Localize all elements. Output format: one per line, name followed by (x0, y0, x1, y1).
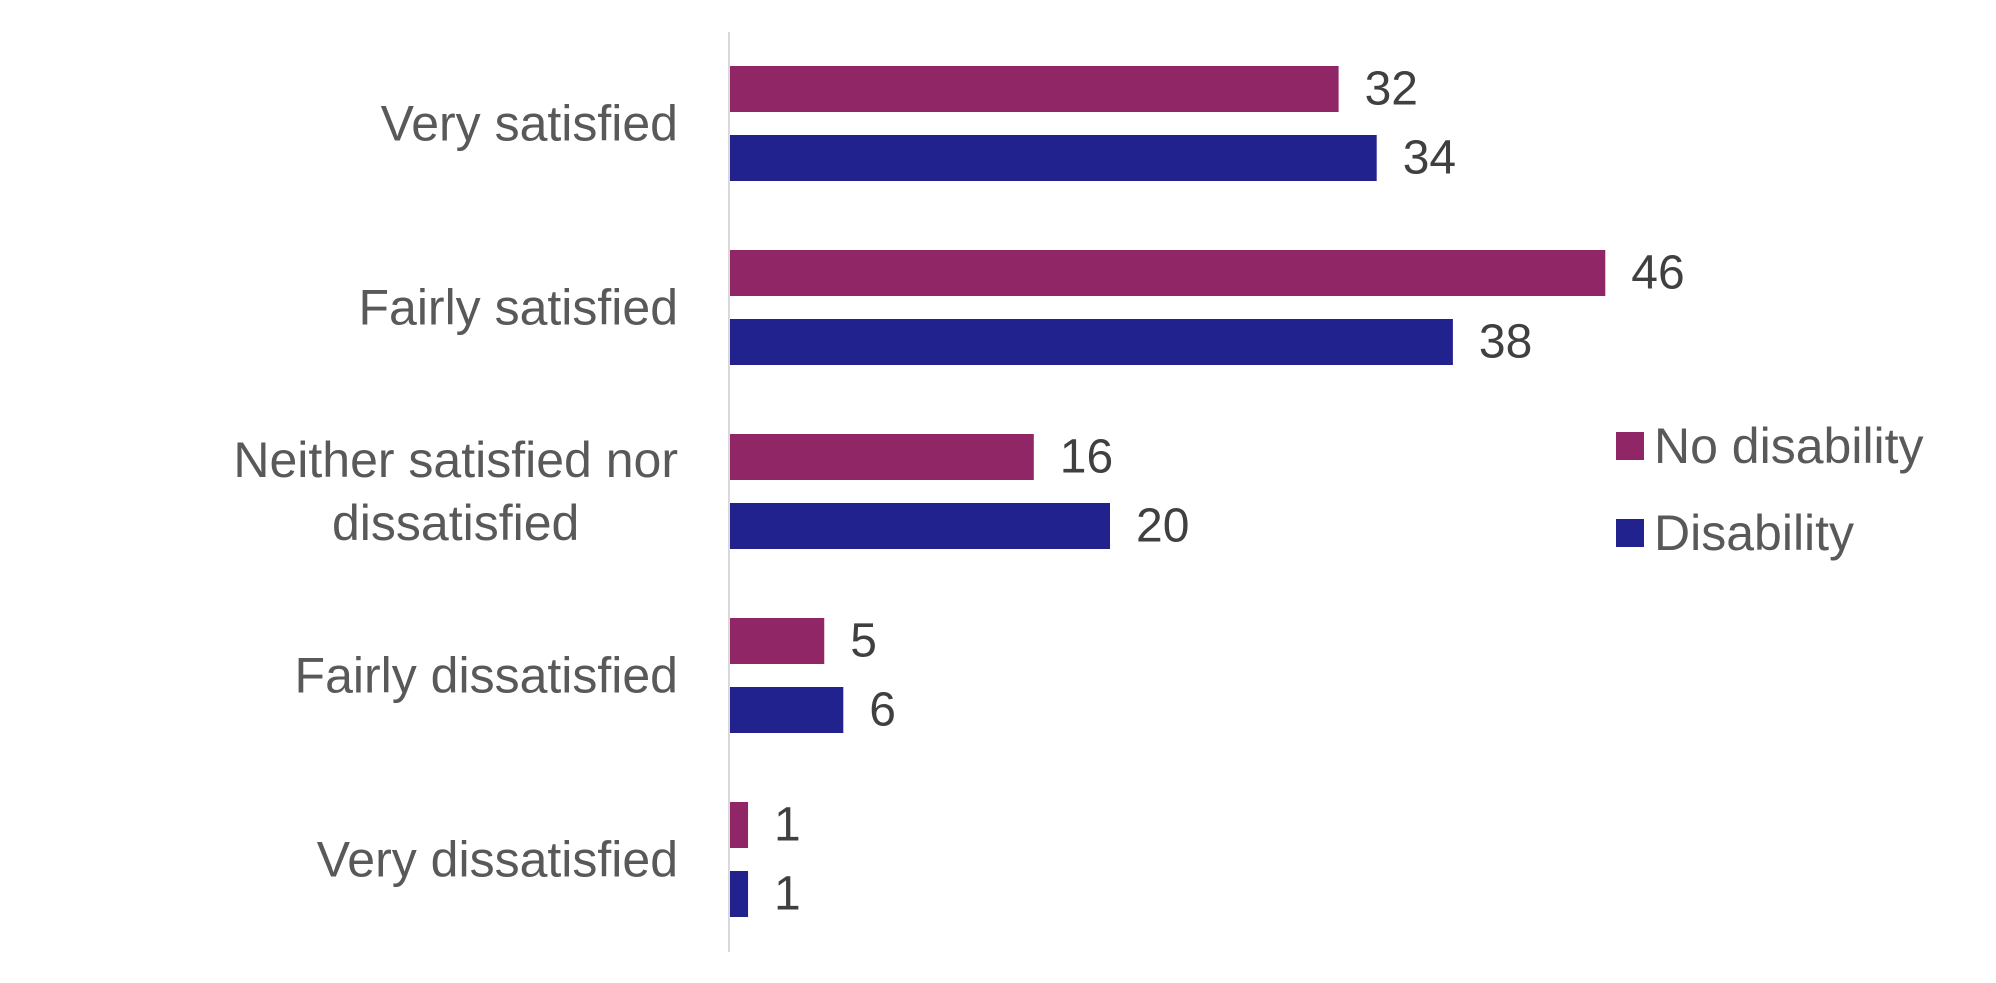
bar-no-disability-2 (729, 434, 1034, 480)
bar-disability-0 (729, 135, 1377, 181)
value-label-disability-2: 20 (1136, 500, 1189, 553)
value-label-no-disability-4: 1 (774, 799, 801, 852)
value-label-disability-0: 34 (1403, 132, 1456, 185)
value-label-no-disability-2: 16 (1060, 431, 1113, 484)
value-label-disability-3: 6 (869, 684, 896, 737)
legend-swatch-disability (1616, 519, 1644, 547)
bar-disability-1 (729, 319, 1453, 365)
value-label-disability-1: 38 (1479, 316, 1532, 369)
category-label-line: Very dissatisfied (317, 832, 678, 888)
legend-label-no-disability: No disability (1654, 418, 1924, 474)
category-label-3: Fairly dissatisfied (295, 648, 678, 704)
value-labels-layer: 32 34 46 38 16 20 5 6 1 1 (774, 63, 1685, 921)
bar-no-disability-0 (729, 66, 1339, 112)
category-label-line: dissatisfied (332, 495, 579, 551)
legend-item-no-disability: No disability (1616, 418, 1924, 474)
bar-disability-2 (729, 503, 1110, 549)
category-label-1: Fairly satisfied (358, 280, 678, 336)
category-labels-layer: Very satisfied Fairly satisfied Neither sa… (233, 96, 678, 888)
legend-swatch-no-disability (1616, 432, 1644, 460)
value-label-no-disability-0: 32 (1365, 63, 1418, 116)
category-label-line: Very satisfied (381, 96, 678, 152)
value-label-disability-4: 1 (774, 868, 801, 921)
bar-no-disability-3 (729, 618, 825, 664)
category-label-line: Neither satisfied nor (233, 432, 678, 488)
category-label-2: Neither satisfied nor dissatisfied (233, 432, 678, 551)
category-label-0: Very satisfied (381, 96, 678, 152)
value-label-no-disability-1: 46 (1631, 247, 1684, 300)
category-label-4: Very dissatisfied (317, 832, 678, 888)
bar-disability-4 (729, 871, 749, 917)
legend-label-disability: Disability (1654, 505, 1854, 561)
value-label-no-disability-3: 5 (850, 615, 877, 668)
bars-layer (729, 66, 1606, 917)
bar-no-disability-4 (729, 802, 749, 848)
bar-disability-3 (729, 687, 844, 733)
bar-no-disability-1 (729, 250, 1606, 296)
legend: No disability Disability (1616, 418, 1924, 561)
legend-item-disability: Disability (1616, 505, 1854, 561)
category-label-line: Fairly dissatisfied (295, 648, 678, 704)
category-label-line: Fairly satisfied (358, 280, 678, 336)
